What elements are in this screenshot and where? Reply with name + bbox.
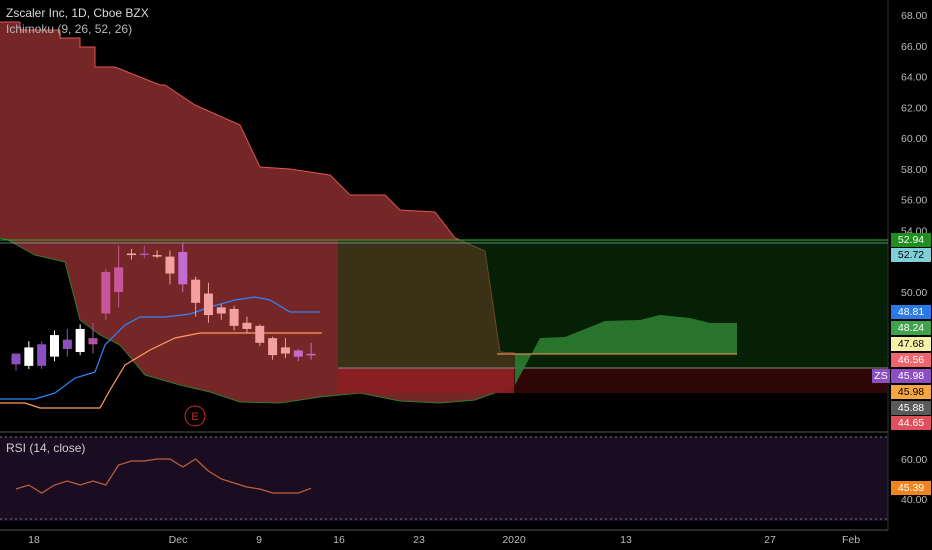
- time-axis-label: 16: [333, 534, 345, 546]
- stop-loss-overlap: [338, 368, 514, 393]
- candle-body: [293, 350, 303, 357]
- candle: [37, 341, 47, 369]
- candle-body: [114, 267, 124, 292]
- candle-body: [139, 253, 149, 256]
- candle: [139, 245, 149, 259]
- candle-body: [88, 338, 98, 345]
- candle: [229, 305, 239, 331]
- candle-body: [152, 255, 162, 257]
- ichimoku-legend[interactable]: Ichimoku (9, 26, 52, 26): [6, 22, 133, 36]
- candle: [178, 242, 188, 292]
- chart-legend: Zscaler Inc, 1D, Cboe BZX Ichimoku (9, 2…: [6, 5, 149, 37]
- candle-body: [229, 308, 239, 326]
- price-tag: 52.72: [891, 248, 931, 262]
- rsi-tick-label: 40.00: [901, 494, 927, 506]
- time-axis-label: 9: [256, 534, 262, 546]
- price-tag: 44.65: [891, 416, 931, 430]
- candle: [268, 336, 278, 360]
- candle-body: [268, 338, 278, 356]
- candle: [126, 248, 136, 260]
- candle: [242, 316, 252, 334]
- candle: [280, 338, 290, 359]
- price-tick-label: 58.00: [901, 164, 927, 176]
- price-tick-label: 68.00: [901, 10, 927, 22]
- candle-body: [37, 344, 47, 366]
- price-tag: 48.24: [891, 321, 931, 335]
- time-axis-label: 2020: [502, 534, 526, 546]
- candle-body: [165, 256, 175, 274]
- price-tag: 52.94: [891, 233, 931, 247]
- time-axis-label: Feb: [842, 534, 860, 546]
- candle-body: [306, 353, 316, 356]
- price-tag: 46.56: [891, 353, 931, 367]
- rsi-line: [15, 458, 312, 494]
- candle: [165, 250, 175, 285]
- candle: [306, 342, 316, 360]
- candle-body: [62, 339, 72, 349]
- rsi-panel-bg: [0, 437, 888, 521]
- price-tag: 48.81: [891, 305, 931, 319]
- candle-body: [75, 328, 85, 353]
- price-tag: 47.68: [891, 337, 931, 351]
- earnings-label: E: [191, 411, 198, 423]
- candle: [75, 324, 85, 356]
- candle-body: [242, 322, 252, 329]
- candle: [88, 322, 98, 354]
- price-tick-label: 50.00: [901, 287, 927, 299]
- time-axis-label: 27: [764, 534, 776, 546]
- symbol-title[interactable]: Zscaler Inc, 1D, Cboe BZX: [6, 6, 149, 20]
- rsi-title[interactable]: RSI (14, close): [6, 441, 86, 455]
- senkou-span-b-line: [0, 21, 516, 354]
- price-tick-label: 62.00: [901, 102, 927, 114]
- candle-body: [203, 293, 213, 316]
- candle: [62, 328, 72, 357]
- candle-body: [24, 347, 34, 366]
- candle: [114, 245, 124, 308]
- candle: [293, 348, 303, 362]
- earnings-circle: [184, 405, 206, 427]
- price-tag: 45.88: [891, 401, 931, 415]
- price-tick-label: 66.00: [901, 41, 927, 53]
- price-tag: 45.98: [891, 385, 931, 399]
- candle: [255, 324, 265, 346]
- bull-cloud: [515, 315, 737, 385]
- price-tag: 45.98: [891, 369, 931, 383]
- time-axis-label: 13: [620, 534, 632, 546]
- earnings-marker: E: [184, 405, 206, 427]
- candle: [101, 268, 111, 320]
- price-tick-label: 64.00: [901, 72, 927, 84]
- time-axis-label: 23: [413, 534, 425, 546]
- candle: [49, 330, 59, 362]
- candles-group: [11, 242, 316, 371]
- candle-body: [178, 251, 188, 285]
- candle: [152, 250, 162, 259]
- rsi-value-tag: 45.39: [891, 481, 931, 495]
- time-axis-label: Dec: [169, 534, 188, 546]
- candle-body: [280, 347, 290, 354]
- price-tick-label: 60.00: [901, 133, 927, 145]
- candle: [24, 341, 34, 369]
- candle: [203, 282, 213, 323]
- candle: [11, 353, 21, 371]
- candle-body: [101, 271, 111, 314]
- candle-body: [191, 279, 201, 303]
- candle-body: [11, 353, 21, 365]
- candle-body: [216, 307, 226, 314]
- senkou-span-a-line: [0, 237, 516, 404]
- tenkan-line: [0, 296, 320, 400]
- candle-body: [126, 253, 136, 256]
- candle: [191, 276, 201, 317]
- candle-body: [255, 325, 265, 343]
- candle-body: [49, 335, 59, 357]
- symbol-badge[interactable]: ZS: [872, 369, 890, 383]
- kijun-line: [0, 332, 322, 409]
- price-tick-label: 56.00: [901, 195, 927, 207]
- rsi-tick-label: 60.00: [901, 454, 927, 466]
- candle: [216, 304, 226, 320]
- time-axis-label: 18: [28, 534, 40, 546]
